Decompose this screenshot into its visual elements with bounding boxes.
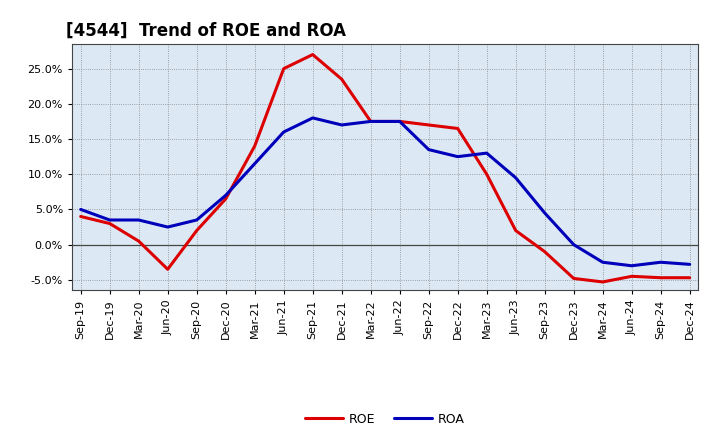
ROA [541,210,549,216]
ROE [135,238,143,244]
ROA [657,260,665,265]
ROA [251,161,259,166]
ROA [454,154,462,159]
ROE [482,172,491,177]
ROE [598,279,607,285]
ROE [105,221,114,226]
ROA [105,217,114,223]
ROE [541,249,549,254]
ROE [279,66,288,71]
ROA [627,263,636,268]
ROA [192,217,201,223]
ROE [424,122,433,128]
ROA [338,122,346,128]
ROE [511,228,520,233]
Legend: ROE, ROA: ROE, ROA [300,407,470,430]
ROA [76,207,85,212]
ROE [192,228,201,233]
Line: ROE: ROE [81,55,690,282]
ROE [251,143,259,149]
ROE [366,119,375,124]
ROA [308,115,317,121]
ROE [338,77,346,82]
ROE [685,275,694,280]
ROE [395,119,404,124]
Text: [4544]  Trend of ROE and ROA: [4544] Trend of ROE and ROA [66,22,346,40]
ROA [424,147,433,152]
ROE [221,196,230,202]
ROE [454,126,462,131]
ROA [395,119,404,124]
ROE [308,52,317,57]
ROA [279,129,288,135]
ROA [570,242,578,247]
ROE [163,267,172,272]
ROA [135,217,143,223]
ROE [76,214,85,219]
ROE [657,275,665,280]
ROA [685,262,694,267]
ROA [598,260,607,265]
ROE [627,274,636,279]
ROA [482,150,491,156]
ROA [366,119,375,124]
ROA [221,193,230,198]
ROA [511,175,520,180]
ROE [570,276,578,281]
ROA [163,224,172,230]
Line: ROA: ROA [81,118,690,266]
